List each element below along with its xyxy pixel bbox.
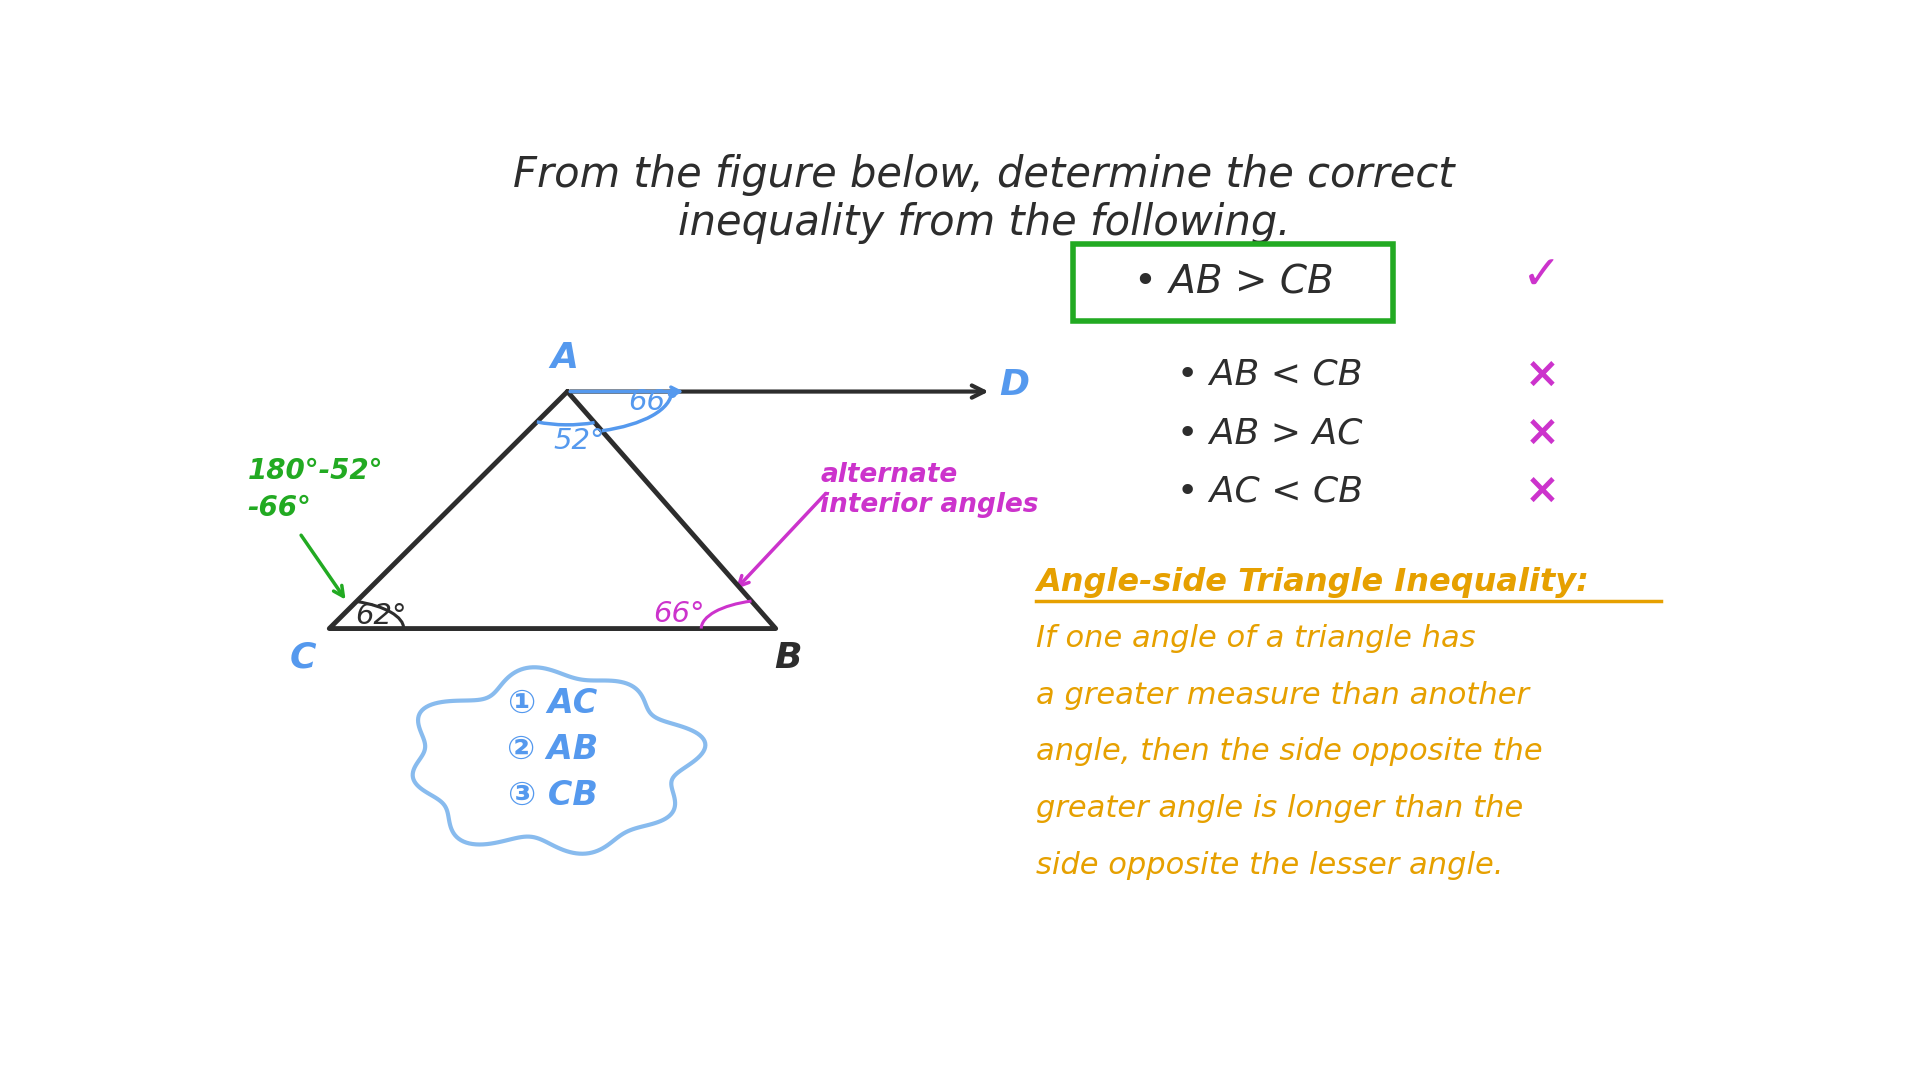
Text: -66°: -66° <box>248 494 311 522</box>
Text: ③ CB: ③ CB <box>507 779 597 811</box>
Text: 180°-52°: 180°-52° <box>248 457 382 485</box>
Text: ×: × <box>1524 413 1559 454</box>
Text: ×: × <box>1524 354 1559 396</box>
Text: 52°: 52° <box>553 428 605 456</box>
Text: ② AB: ② AB <box>507 732 599 766</box>
Text: alternate
interior angles: alternate interior angles <box>820 462 1039 518</box>
Text: • AB > CB: • AB > CB <box>1135 264 1334 301</box>
Text: • AB < CB: • AB < CB <box>1177 357 1363 392</box>
Text: B: B <box>774 640 801 675</box>
FancyBboxPatch shape <box>1073 244 1394 321</box>
PathPatch shape <box>413 667 705 853</box>
Text: ① AC: ① AC <box>509 687 597 720</box>
Text: ✓: ✓ <box>1523 255 1561 300</box>
Text: If one angle of a triangle has: If one angle of a triangle has <box>1037 624 1476 653</box>
Text: inequality from the following.: inequality from the following. <box>678 202 1290 244</box>
Text: • AB > AC: • AB > AC <box>1177 416 1363 450</box>
Text: angle, then the side opposite the: angle, then the side opposite the <box>1037 738 1542 767</box>
Text: side opposite the lesser angle.: side opposite the lesser angle. <box>1037 851 1503 879</box>
Text: • AC < CB: • AC < CB <box>1177 474 1363 509</box>
Text: C: C <box>290 640 315 675</box>
Text: From the figure below, determine the correct: From the figure below, determine the cor… <box>513 154 1455 197</box>
Text: A: A <box>551 341 578 375</box>
Text: 66°: 66° <box>628 389 680 417</box>
Text: 66°: 66° <box>653 599 705 627</box>
Text: a greater measure than another: a greater measure than another <box>1037 681 1528 710</box>
Text: ×: × <box>1524 471 1559 512</box>
Text: D: D <box>998 368 1029 402</box>
Text: 62°: 62° <box>355 602 407 630</box>
Text: Angle-side Triangle Inequality:: Angle-side Triangle Inequality: <box>1037 567 1590 598</box>
Text: greater angle is longer than the: greater angle is longer than the <box>1037 794 1523 823</box>
